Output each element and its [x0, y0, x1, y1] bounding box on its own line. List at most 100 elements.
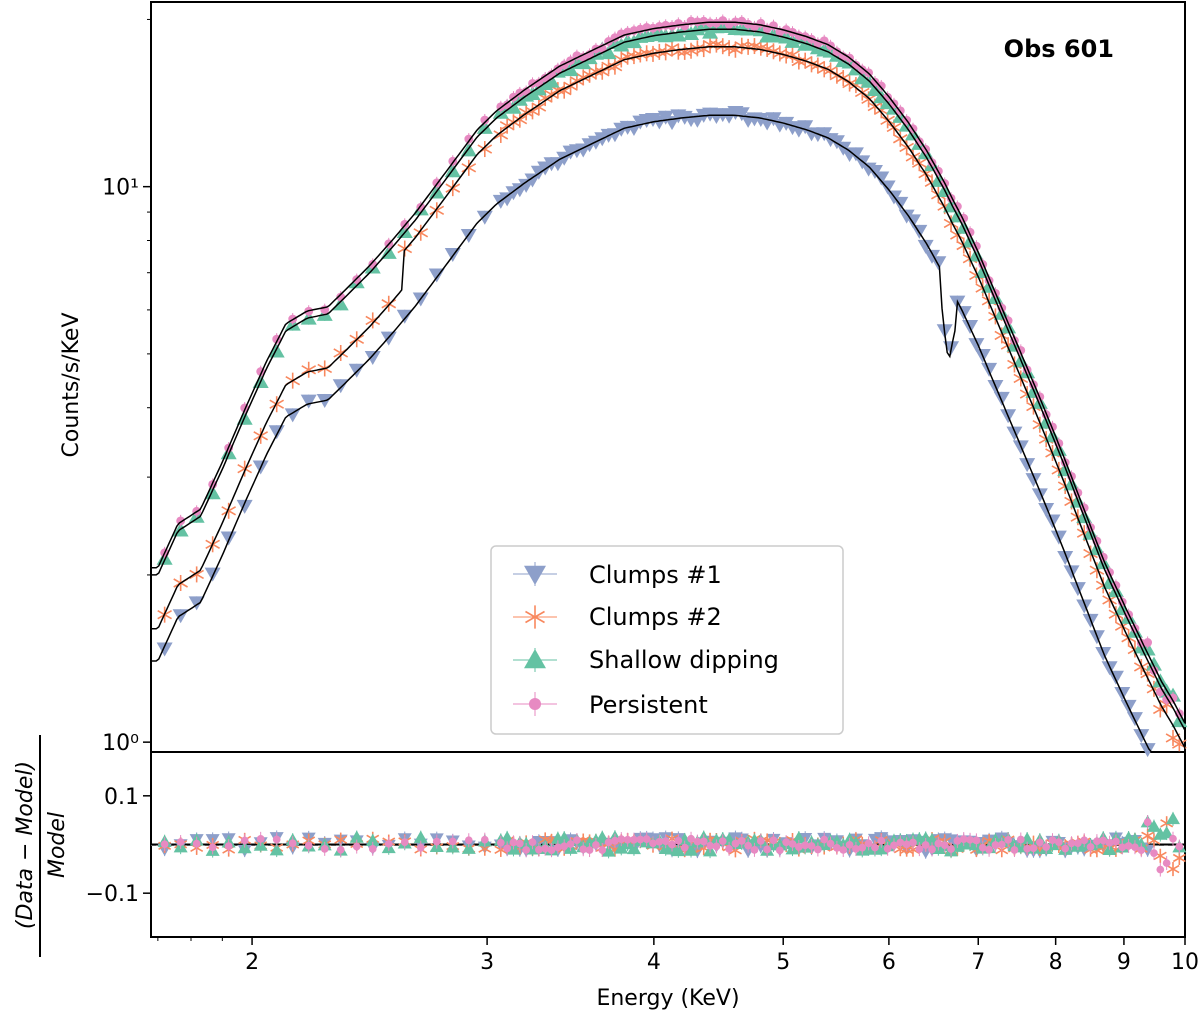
data-point: [524, 173, 541, 188]
residual-point: [585, 846, 594, 854]
residual-point: [617, 835, 626, 843]
data-point-stroke: [512, 115, 528, 125]
data-point: [300, 394, 317, 409]
data-point: [332, 296, 349, 311]
legend-marker-1: [525, 606, 545, 628]
residual-point: [718, 837, 727, 846]
data-point: [1031, 488, 1048, 503]
residual-point: [349, 830, 364, 843]
residual-y-label-numerator: (Data − Model): [13, 761, 38, 929]
residual-point: [336, 845, 345, 854]
residual-point: [1099, 836, 1108, 845]
model-curve-2: [151, 28, 1186, 731]
data-point: [413, 224, 429, 241]
residual-point: [496, 838, 505, 847]
residual-point: [1137, 846, 1146, 855]
data-point: [1069, 582, 1086, 597]
residual-point: [413, 830, 428, 843]
data-point-stroke: [994, 330, 1010, 341]
residual-point: [1086, 843, 1095, 851]
residual-point: [534, 845, 543, 854]
legend: Clumps #1 Clumps #2 Shallow dipping Pers…: [490, 545, 844, 735]
legend-marker-0: [524, 565, 546, 585]
residual-point: [176, 838, 185, 846]
residual-point: [978, 843, 987, 852]
residual-point: [240, 836, 249, 845]
residual-point: [1166, 862, 1180, 877]
data-point: [396, 223, 413, 238]
residual-point: [807, 842, 816, 850]
residual-point: [1105, 838, 1114, 847]
residual-point: [1004, 835, 1012, 844]
y-axis-label: Counts/s/KeV: [59, 313, 84, 458]
data-point: [1133, 729, 1150, 744]
data-point: [588, 63, 604, 80]
main-plot-area: [151, 14, 1188, 758]
data-point-stroke: [1133, 662, 1149, 672]
residual-point: [890, 841, 898, 850]
legend-label-clumps2: Clumps #2: [589, 603, 722, 631]
data-point-stroke: [626, 51, 642, 61]
data-point-stroke: [632, 49, 648, 60]
data-point: [917, 239, 934, 254]
residual-point: [833, 844, 841, 852]
data-point: [600, 45, 617, 60]
residual-point: [1016, 835, 1025, 844]
residual-point: [515, 839, 524, 848]
residual-point: [288, 839, 297, 848]
legend-label-persistent: Persistent: [589, 691, 708, 719]
residual-point: [1143, 818, 1152, 826]
residual-point: [503, 844, 511, 853]
y-major-tick-label: 10⁰: [102, 731, 139, 756]
data-point: [429, 202, 445, 219]
data-point-stroke: [785, 50, 800, 60]
data-point: [268, 343, 285, 358]
legend-marker-2: [524, 649, 546, 669]
data-point-stroke: [1102, 595, 1117, 605]
residual-point: [731, 839, 740, 848]
data-point: [968, 338, 985, 353]
residual-point: [1067, 839, 1076, 848]
residual-tick-label: −0.1: [86, 882, 139, 907]
residual-point: [1010, 846, 1019, 854]
residual-point: [763, 845, 771, 854]
residual-point: [940, 841, 949, 850]
data-point: [1063, 565, 1080, 580]
data-point: [236, 499, 253, 514]
data-point-stroke: [531, 102, 547, 112]
residual-point: [883, 844, 892, 853]
residual-point: [668, 840, 676, 849]
model-curve-3: [151, 21, 1186, 724]
data-point-stroke: [429, 205, 445, 215]
axes: 2 3 4 5 6 7 8 9 10 10⁰ 10¹ 0.1 −0.1: [86, 18, 1199, 975]
data-point: [543, 73, 560, 88]
data-point-stroke: [413, 228, 429, 238]
residual-point: [871, 843, 879, 852]
data-point-stroke: [905, 152, 921, 162]
data-point-stroke: [477, 144, 493, 154]
data-point-stroke: [671, 46, 686, 57]
residual-point-stroke: [1166, 864, 1180, 874]
data-point: [575, 69, 591, 86]
data-point-stroke: [607, 61, 623, 72]
data-point: [905, 148, 921, 165]
data-point: [1006, 426, 1023, 441]
x-tick-label: 6: [882, 950, 896, 975]
y-major-tick-label: 10¹: [102, 176, 139, 201]
x-tick-label: 5: [776, 950, 790, 975]
residual-point-stroke: [334, 835, 348, 844]
residual-point: [461, 841, 476, 854]
model-curve-1: [151, 46, 1186, 749]
residual-point: [915, 845, 924, 854]
data-point: [188, 596, 205, 611]
residual-point: [368, 845, 377, 853]
legend-marker-1-stroke: [525, 610, 545, 624]
data-point: [1143, 638, 1153, 647]
residual-point: [788, 840, 797, 848]
data-point-stroke: [397, 243, 413, 254]
residual-point: [947, 845, 955, 853]
residual-point: [1124, 842, 1133, 850]
data-point: [873, 171, 890, 186]
data-point-stroke: [575, 72, 591, 83]
residual-point: [1080, 836, 1089, 845]
